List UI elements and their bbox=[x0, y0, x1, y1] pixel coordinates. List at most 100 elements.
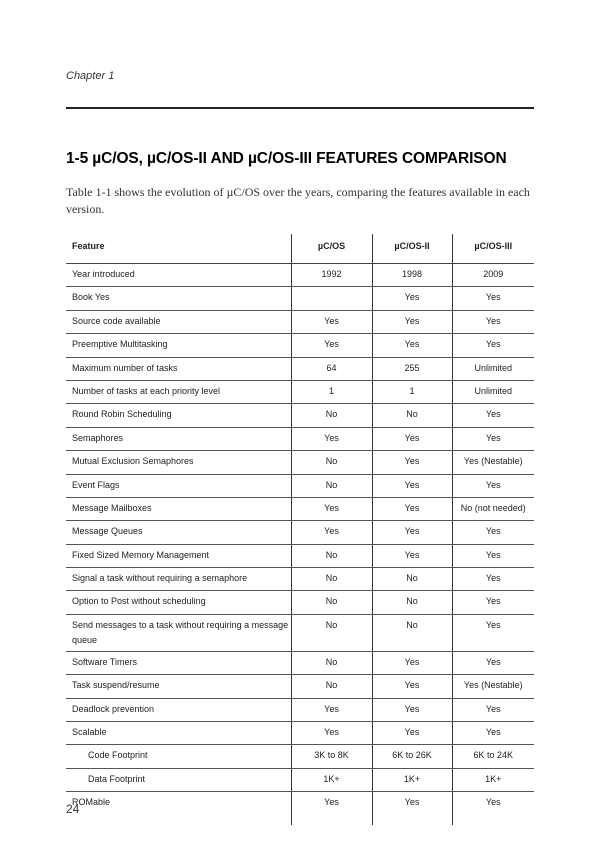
value-cell: Yes bbox=[451, 590, 534, 615]
table-row: Software Timers No Yes Yes bbox=[66, 651, 534, 676]
feature-cell: Software Timers bbox=[66, 651, 291, 676]
table-row: ROMable Yes Yes Yes bbox=[66, 791, 534, 826]
table-row: Preemptive Multitasking Yes Yes Yes bbox=[66, 333, 534, 358]
value-cell: Yes bbox=[451, 474, 534, 498]
value-cell: Yes bbox=[371, 450, 452, 475]
table-row: Task suspend/resume No Yes Yes (Nestable) bbox=[66, 674, 534, 699]
feature-cell: Message Mailboxes bbox=[66, 497, 291, 522]
table-row: Send messages to a task without requirin… bbox=[66, 614, 534, 652]
value-cell: Yes bbox=[371, 698, 452, 723]
feature-cell: Data Footprint bbox=[66, 768, 291, 793]
value-cell: Yes bbox=[451, 427, 534, 452]
value-cell bbox=[290, 286, 372, 311]
value-cell: No bbox=[290, 474, 372, 498]
value-cell: Yes bbox=[290, 791, 372, 826]
value-cell: 1992 bbox=[290, 263, 372, 288]
value-cell: No (not needed) bbox=[451, 497, 534, 522]
value-cell: Yes bbox=[451, 651, 534, 676]
value-cell: 6K to 24K bbox=[451, 744, 534, 769]
feature-cell: Fixed Sized Memory Management bbox=[66, 544, 291, 569]
feature-cell: Signal a task without requiring a semaph… bbox=[66, 567, 291, 592]
value-cell: Yes (Nestable) bbox=[451, 450, 534, 475]
feature-cell: Year introduced bbox=[66, 263, 291, 288]
table-row: Deadlock prevention Yes Yes Yes bbox=[66, 698, 534, 723]
table-row: Fixed Sized Memory Management No Yes Yes bbox=[66, 544, 534, 569]
feature-cell: Source code available bbox=[66, 310, 291, 335]
value-cell: 2009 bbox=[451, 263, 534, 288]
value-cell: 1K+ bbox=[290, 768, 372, 793]
column-header: µC/OS-III bbox=[451, 234, 534, 264]
table-row: Message Mailboxes Yes Yes No (not needed) bbox=[66, 497, 534, 522]
value-cell: Yes bbox=[371, 427, 452, 452]
feature-cell: Preemptive Multitasking bbox=[66, 333, 291, 358]
value-cell: Yes bbox=[290, 698, 372, 723]
value-cell: Yes bbox=[451, 333, 534, 358]
table-row: Signal a task without requiring a semaph… bbox=[66, 567, 534, 592]
value-cell: Yes bbox=[290, 427, 372, 452]
feature-cell: Number of tasks at each priority level bbox=[66, 380, 291, 405]
table-row: Source code available Yes Yes Yes bbox=[66, 310, 534, 335]
page-number: 24 bbox=[66, 802, 80, 816]
feature-cell: Round Robin Scheduling bbox=[66, 403, 291, 428]
value-cell: 1K+ bbox=[371, 768, 452, 793]
value-cell: No bbox=[290, 544, 372, 569]
section-title: 1-5 µC/OS, µC/OS-II AND µC/OS-III FEATUR… bbox=[66, 150, 507, 167]
value-cell: Yes bbox=[451, 698, 534, 723]
table-row: Scalable Yes Yes Yes bbox=[66, 721, 534, 746]
value-cell: 1K+ bbox=[451, 768, 534, 793]
feature-cell: Task suspend/resume bbox=[66, 674, 291, 699]
value-cell: Yes bbox=[290, 333, 372, 358]
feature-cell: Code Footprint bbox=[66, 744, 291, 769]
value-cell: 3K to 8K bbox=[290, 744, 372, 769]
value-cell: 1998 bbox=[371, 263, 452, 288]
value-cell: Unlimited bbox=[451, 380, 534, 405]
value-cell: Yes bbox=[451, 567, 534, 592]
feature-cell: Semaphores bbox=[66, 427, 291, 452]
value-cell: 1 bbox=[290, 380, 372, 405]
value-cell: Yes bbox=[371, 544, 452, 569]
table-header-row: Feature µC/OS µC/OS-II µC/OS-III bbox=[66, 234, 534, 264]
value-cell: Yes bbox=[451, 544, 534, 569]
table-row: Number of tasks at each priority level 1 1… bbox=[66, 380, 534, 405]
value-cell: Yes bbox=[290, 520, 372, 545]
value-cell: Yes bbox=[290, 721, 372, 746]
value-cell: Yes bbox=[371, 651, 452, 676]
table-row: Message Queues Yes Yes Yes bbox=[66, 520, 534, 545]
value-cell: Yes bbox=[451, 286, 534, 311]
value-cell: 64 bbox=[290, 357, 372, 381]
table-row: Maximum number of tasks 64 255 Unlimited bbox=[66, 357, 534, 381]
value-cell: Yes (Nestable) bbox=[451, 674, 534, 699]
table-body: Year introduced 1992 1998 2009 Book Yes Yes Ye… bbox=[66, 263, 534, 826]
value-cell: No bbox=[290, 567, 372, 592]
value-cell: No bbox=[371, 567, 452, 592]
value-cell: Yes bbox=[371, 674, 452, 699]
table-row: Year introduced 1992 1998 2009 bbox=[66, 263, 534, 288]
value-cell: Yes bbox=[451, 721, 534, 746]
feature-cell: Event Flags bbox=[66, 474, 291, 498]
feature-cell: Book Yes bbox=[66, 286, 291, 311]
intro-paragraph: Table 1-1 shows the evolution of µC/OS o… bbox=[66, 185, 530, 216]
chapter-header: Chapter 1 bbox=[66, 70, 115, 82]
value-cell: Yes bbox=[371, 286, 452, 311]
value-cell: No bbox=[290, 674, 372, 699]
table-row: Code Footprint 3K to 8K 6K to 26K 6K to 24K bbox=[66, 744, 534, 769]
table-row: Event Flags No Yes Yes bbox=[66, 474, 534, 498]
value-cell: Unlimited bbox=[451, 357, 534, 381]
column-header: Feature bbox=[66, 234, 291, 264]
feature-cell: Send messages to a task without requirin… bbox=[66, 614, 291, 652]
table-row: Mutual Exclusion Semaphores No Yes Yes (Nes… bbox=[66, 450, 534, 475]
table-row: Round Robin Scheduling No No Yes bbox=[66, 403, 534, 428]
value-cell: No bbox=[290, 403, 372, 428]
feature-cell: Option to Post without scheduling bbox=[66, 590, 291, 615]
value-cell: 6K to 26K bbox=[371, 744, 452, 769]
feature-cell: Message Queues bbox=[66, 520, 291, 545]
value-cell: Yes bbox=[371, 791, 452, 826]
table-row: Data Footprint 1K+ 1K+ 1K+ bbox=[66, 768, 534, 793]
value-cell: Yes bbox=[451, 520, 534, 545]
value-cell: Yes bbox=[451, 614, 534, 652]
value-cell: Yes bbox=[371, 333, 452, 358]
value-cell: No bbox=[371, 590, 452, 615]
value-cell: 255 bbox=[371, 357, 452, 381]
value-cell: No bbox=[290, 590, 372, 615]
value-cell: No bbox=[290, 450, 372, 475]
